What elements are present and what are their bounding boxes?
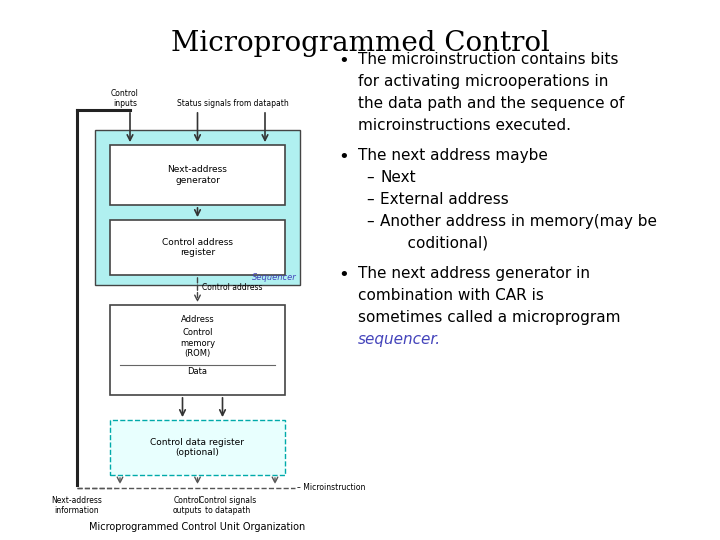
Text: •: • <box>338 52 348 70</box>
Text: Control data register
(optional): Control data register (optional) <box>150 438 245 457</box>
Text: Control
memory
(ROM): Control memory (ROM) <box>180 328 215 358</box>
Text: Microprogrammed Control Unit Organization: Microprogrammed Control Unit Organizatio… <box>89 522 305 532</box>
Text: Next: Next <box>380 170 415 185</box>
Bar <box>110 220 285 275</box>
Text: Control
inputs: Control inputs <box>111 89 139 108</box>
Bar <box>110 145 285 205</box>
Text: –: – <box>366 170 374 185</box>
Text: Next-address
generator: Next-address generator <box>168 165 228 185</box>
Text: the data path and the sequence of: the data path and the sequence of <box>358 96 624 111</box>
Text: –: – <box>366 192 374 207</box>
Text: Microprogrammed Control: Microprogrammed Control <box>171 30 549 57</box>
Text: for activating microoperations in: for activating microoperations in <box>358 74 608 89</box>
Text: Status signals from datapath: Status signals from datapath <box>176 99 289 108</box>
Text: microinstructions executed.: microinstructions executed. <box>358 118 571 133</box>
Text: The next address generator in: The next address generator in <box>358 266 590 281</box>
Text: The microinstruction contains bits: The microinstruction contains bits <box>358 52 618 67</box>
Text: Control address: Control address <box>202 282 263 292</box>
Text: –: – <box>366 214 374 229</box>
Text: coditional): coditional) <box>388 236 488 251</box>
Bar <box>110 420 285 475</box>
Text: The next address maybe: The next address maybe <box>358 148 548 163</box>
Bar <box>95 130 300 285</box>
Text: Control
outputs: Control outputs <box>173 496 202 515</box>
Text: Another address in memory(may be: Another address in memory(may be <box>380 214 657 229</box>
Text: sometimes called a microprogram: sometimes called a microprogram <box>358 310 621 325</box>
Text: sequencer.: sequencer. <box>358 332 441 347</box>
Text: Control signals
to datapath: Control signals to datapath <box>199 496 256 515</box>
Text: External address: External address <box>380 192 509 207</box>
Text: Address: Address <box>181 315 215 324</box>
Text: Control address
register: Control address register <box>162 238 233 257</box>
Text: Data: Data <box>187 367 207 376</box>
Text: •: • <box>338 148 348 166</box>
Text: – Microinstruction: – Microinstruction <box>297 483 365 491</box>
Text: combination with CAR is: combination with CAR is <box>358 288 544 303</box>
Bar <box>110 305 285 395</box>
Text: •: • <box>338 266 348 284</box>
Text: Next-address
information: Next-address information <box>52 496 102 515</box>
Text: Sequencer: Sequencer <box>252 273 297 282</box>
